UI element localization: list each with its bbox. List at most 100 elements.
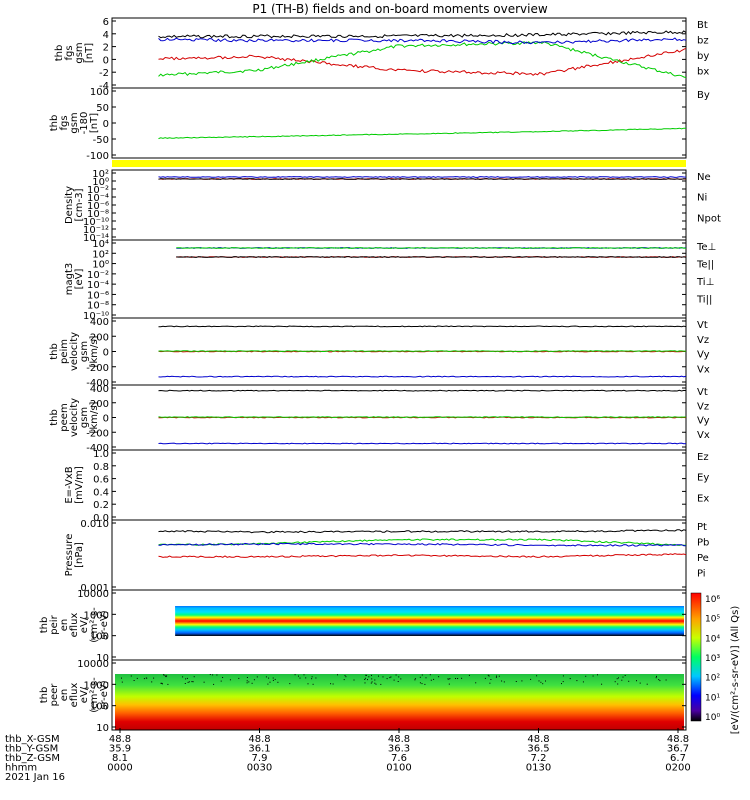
- spec-noise: [585, 675, 587, 677]
- spec-noise: [182, 676, 184, 678]
- panel-8: 10000 1000 100 10 thbpeirenefluxeV/(cm²-s-sr…: [39, 589, 687, 664]
- panel-0: 6 4 20 -2 -4 thbfgsgsm[nT] Bt bz by bx: [54, 17, 709, 92]
- legend-bz: bz: [697, 36, 709, 47]
- y-tick-label: 1.0: [93, 449, 109, 460]
- x-row-label: thb_Y-GSM: [5, 744, 58, 755]
- spec-noise: [269, 681, 271, 683]
- spec-noise: [490, 679, 492, 680]
- y-tick-label: 10: [96, 653, 109, 664]
- spec-noise: [540, 681, 542, 683]
- y-axis-label-line: thb: [54, 45, 65, 62]
- y-axis-label-line: [km/s]: [89, 335, 100, 367]
- y-tick-label: 10⁻¹²: [83, 225, 109, 236]
- spec-noise: [209, 674, 211, 675]
- x-row-label: thb_Z-GSM: [5, 753, 60, 764]
- y-axis-label-line: peer: [49, 683, 60, 707]
- spec-noise: [386, 678, 388, 680]
- y-tick-label: 0: [103, 348, 109, 359]
- y-axis-label-line: [nT]: [89, 113, 100, 133]
- spec-noise: [272, 679, 274, 681]
- y-axis-label-line: thb: [49, 409, 60, 426]
- spec-noise: [380, 683, 382, 685]
- spec-noise: [618, 677, 619, 679]
- y-tick-label: 0: [103, 414, 109, 425]
- y-tick-label: 10⁰: [92, 260, 109, 271]
- spec-noise: [370, 682, 372, 684]
- y-axis-label-line: sr-eV): [99, 680, 110, 709]
- x-tick-label: 36.1: [248, 744, 270, 755]
- legend-Vt: Vt: [697, 320, 708, 331]
- x-row-label: 2021 Jan 16: [5, 772, 65, 783]
- spec-noise: [374, 679, 376, 681]
- spec-noise: [133, 680, 135, 681]
- spec-noise: [305, 677, 307, 679]
- panel-1: 100 50 0 -50 -100 thbfgsgsm-180[nT] By: [49, 87, 710, 162]
- x-tick-label: 48.8: [527, 734, 549, 745]
- spec-noise: [389, 677, 391, 679]
- spec-noise: [216, 674, 218, 676]
- series-Ni: [158, 178, 687, 180]
- y-axis-label-line: fgs: [64, 45, 75, 60]
- spec-noise: [398, 676, 400, 678]
- spec-noise: [246, 682, 248, 684]
- spec-noise: [665, 679, 667, 681]
- colorbar-tick: 10⁵: [705, 615, 720, 625]
- y-tick-label: -50: [93, 135, 109, 146]
- y-tick-label: 0.0: [93, 513, 109, 524]
- spec-noise: [538, 680, 540, 682]
- panel-frame: [111, 87, 687, 159]
- legend-Pb: Pb: [697, 538, 709, 549]
- spec-noise: [461, 677, 463, 679]
- x-tick-label: 48.8: [388, 734, 410, 745]
- electron-spectrogram: [115, 674, 684, 730]
- series-by: [158, 41, 687, 79]
- spec-noise: [393, 679, 395, 681]
- spec-noise: [562, 681, 564, 683]
- series-Pt: [158, 529, 687, 534]
- spec-noise: [163, 674, 165, 676]
- y-axis-label-line: en: [59, 619, 70, 632]
- spec-noise: [614, 681, 616, 683]
- legend-Vy: Vy: [697, 416, 710, 427]
- spec-noise: [425, 677, 427, 679]
- y-tick-label: -400: [86, 378, 109, 389]
- y-tick-label: 0.6: [93, 475, 109, 486]
- spec-noise: [646, 683, 648, 685]
- spec-noise: [530, 678, 532, 680]
- legend-Ey: Ey: [697, 473, 709, 484]
- colorbar-tick: 10⁶: [705, 595, 720, 605]
- x-tick-label: 36.5: [527, 744, 549, 755]
- spec-noise: [184, 683, 186, 684]
- spec-noise: [248, 681, 250, 683]
- y-axis-label-line: magt3: [64, 263, 75, 296]
- series-Vy: [158, 350, 687, 353]
- spec-noise: [475, 682, 477, 684]
- y-tick-label: -200: [86, 428, 109, 439]
- y-axis-label-line: peim: [59, 339, 70, 364]
- x-tick-label: 35.9: [109, 744, 131, 755]
- spec-noise: [617, 683, 619, 685]
- colorbar-tick: 10²: [705, 674, 720, 684]
- y-axis-label-line: [nPa]: [74, 542, 85, 568]
- spec-noise: [277, 681, 279, 683]
- y-axis-label-line: -180: [79, 112, 90, 135]
- y-tick-label: -4: [99, 81, 109, 92]
- y-tick-label: 400: [90, 317, 109, 328]
- spec-noise: [378, 675, 379, 677]
- spec-noise: [160, 682, 162, 684]
- y-axis-label-line: Pressure: [64, 534, 75, 577]
- spec-noise: [449, 678, 451, 680]
- y-tick-label: 10⁻⁶: [87, 290, 109, 301]
- spec-noise: [639, 682, 641, 684]
- y-tick-label: 10⁻¹⁰: [83, 311, 109, 322]
- spec-noise: [337, 674, 338, 676]
- figure-title: P1 (TH-B) fields and on-board moments ov…: [252, 2, 548, 16]
- y-axis-label-line: [eV]: [74, 269, 85, 290]
- spec-noise: [515, 681, 517, 682]
- y-tick-label: 1000: [84, 610, 109, 621]
- panel-9: 10000 1000 100 10 thbpeerenefluxeV/(cm²-s-sr…: [39, 659, 687, 734]
- spec-noise: [272, 677, 274, 679]
- y-tick-label: 10⁻²: [87, 270, 109, 281]
- y-tick-label: 0.2: [93, 500, 109, 511]
- spec-noise: [468, 674, 470, 676]
